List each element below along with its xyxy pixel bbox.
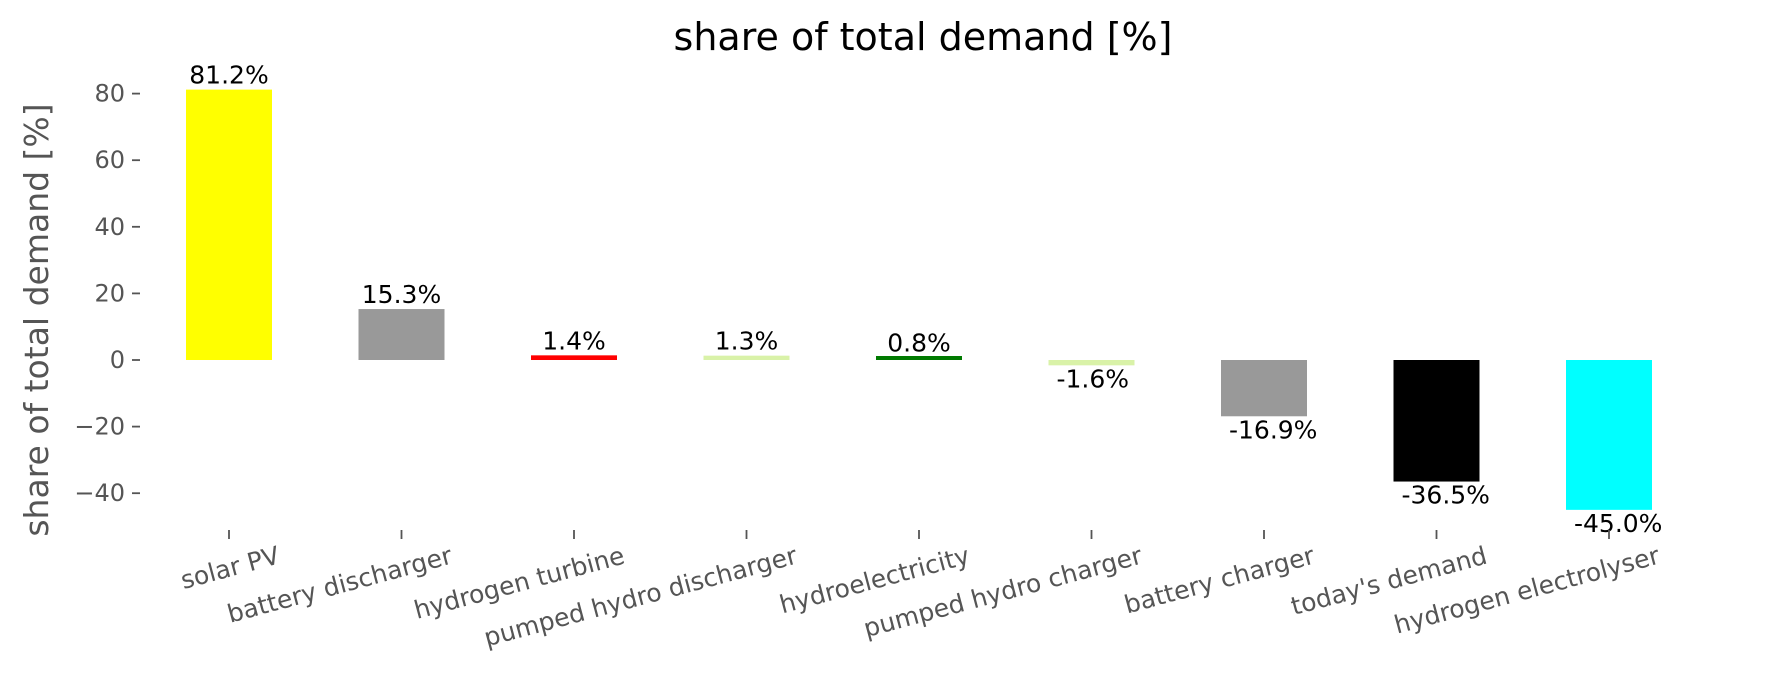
bar <box>876 356 962 360</box>
bar <box>358 309 445 360</box>
data-label: 1.4% <box>542 326 606 355</box>
chart-title: share of total demand [%] <box>674 15 1173 59</box>
bar <box>1566 360 1652 510</box>
bar <box>1393 360 1480 482</box>
data-label: -36.5% <box>1402 481 1490 510</box>
x-tick-label: pumped hydro charger <box>860 541 1145 643</box>
bars-group <box>186 89 1652 510</box>
data-label: 81.2% <box>189 61 268 90</box>
y-tick-label: −20 <box>74 413 125 441</box>
data-label: -1.6% <box>1057 364 1130 393</box>
bar <box>1221 360 1307 417</box>
bar <box>531 355 617 360</box>
x-tick-label: battery charger <box>1121 541 1318 620</box>
bar <box>1048 360 1135 366</box>
y-tick-label: 60 <box>94 146 125 174</box>
y-tick-label: 0 <box>110 346 125 374</box>
y-axis: −40 −20 0 20 40 60 80 <box>74 80 140 507</box>
x-tick-label: solar PV <box>177 541 282 595</box>
y-tick-label: 80 <box>94 80 125 108</box>
data-label: -45.0% <box>1574 509 1662 538</box>
bar <box>703 355 790 360</box>
y-axis-label: share of total demand [%] <box>17 103 56 536</box>
y-tick-label: 20 <box>94 279 125 307</box>
y-tick-label: 40 <box>94 213 125 241</box>
bar <box>186 89 272 360</box>
data-label: 0.8% <box>887 328 951 357</box>
data-labels-group: 81.2% 15.3% 1.4% 1.3% 0.8% -1.6% -16.9% -36.5% -… <box>189 61 1662 538</box>
data-label: -16.9% <box>1229 415 1317 444</box>
x-tick-label: pumped hydro discharger <box>481 541 801 653</box>
data-label: 15.3% <box>362 280 441 309</box>
data-label: 1.3% <box>715 327 779 356</box>
y-tick-label: −40 <box>74 479 125 507</box>
